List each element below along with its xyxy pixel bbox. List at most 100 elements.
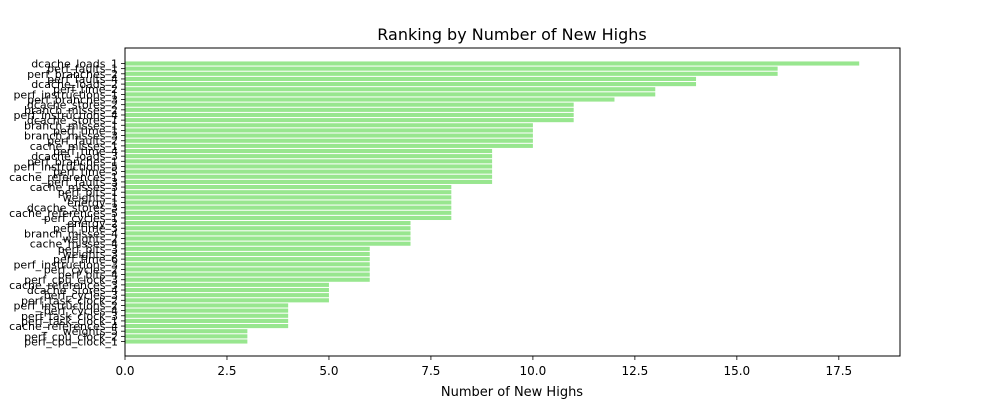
- bar-perf-time-3: [125, 226, 411, 231]
- bar-perf-faults-1: [125, 66, 778, 71]
- y-tick-label: perf_cycles_1: [44, 212, 118, 225]
- y-tick-label: perf_bits_1: [58, 186, 118, 199]
- bar-perf-cpu-clock-3: [125, 277, 370, 282]
- bar-dcache-stores-3: [125, 205, 452, 210]
- bar-perf-bits-4: [125, 272, 370, 277]
- bar-perf-time-6: [125, 257, 370, 262]
- bar-perf-time-2: [125, 87, 656, 92]
- bar-perf-time-1: [125, 128, 533, 133]
- bar-perf-branches-1: [125, 159, 493, 164]
- chart-title: Ranking by Number of New Highs: [377, 25, 646, 44]
- bar-perf-instructions-2: [125, 303, 289, 308]
- y-tick-label: perf_cycles_4: [44, 305, 118, 318]
- y-tick-label: cache_references_1: [9, 171, 118, 184]
- y-tick-label: dcache_loads_2: [31, 78, 118, 91]
- y-tick-label: dcache_stores_4: [27, 284, 118, 297]
- y-ticks-group: dcache_loads_1perf_faults_1perf_branches…: [9, 58, 125, 349]
- bar-branch-misses-1: [125, 123, 533, 128]
- bar-energy-1: [125, 200, 452, 205]
- bar-perf-cycles-1: [125, 215, 452, 221]
- bar-perf-faults-2: [125, 138, 533, 143]
- y-tick-label: branch_misses_4: [24, 227, 118, 240]
- x-tick-label: 10.0: [520, 364, 547, 378]
- y-tick-label: cache_references_3: [9, 279, 118, 292]
- bars-group: [125, 61, 860, 344]
- y-tick-label: branch_misses_3: [24, 130, 118, 143]
- y-tick-label: perf_faults_3: [47, 176, 118, 189]
- bar-dcache-loads-3: [125, 154, 493, 159]
- bar-cache-references-3: [125, 282, 329, 287]
- bar-dcache-stores-1: [125, 118, 574, 123]
- x-tick-label: 2.5: [217, 364, 236, 378]
- bar-perf-cpu-clock-2: [125, 334, 248, 339]
- bar-perf-task-clock-1: [125, 318, 289, 323]
- y-tick-label: weights_3: [63, 248, 118, 261]
- plot-frame: [124, 47, 901, 357]
- y-tick-label: perf_time_3: [53, 222, 118, 235]
- y-tick-label: cache_misses_3: [30, 181, 118, 194]
- y-tick-label: perf_instructions_1: [13, 88, 118, 101]
- bar-perf-instructions-4: [125, 112, 574, 118]
- y-tick-label: perf_time_5: [53, 166, 118, 179]
- y-tick-label: dcache_loads_1: [31, 58, 118, 71]
- bar-cache-references-5: [125, 210, 452, 215]
- y-tick-label: perf_branches_2: [27, 68, 118, 81]
- y-tick-label: branch_misses_2: [24, 104, 118, 117]
- bar-perf-faults-4: [125, 76, 697, 82]
- bar-perf-cycles-4: [125, 308, 289, 313]
- y-tick-label: cache_misses_1: [30, 140, 118, 153]
- y-tick-label: perf_bits_4: [58, 269, 118, 282]
- bar-perf-instructions-3: [125, 262, 370, 267]
- bar-energy-2: [125, 221, 411, 226]
- bar-perf-instructions-5: [125, 164, 493, 169]
- bar-perf-branches-3: [125, 97, 615, 102]
- y-tick-label: weights_5: [63, 325, 118, 338]
- y-tick-label: perf_instructions_2: [13, 299, 118, 312]
- x-tick-label: 5.0: [319, 364, 338, 378]
- y-tick-label: weights_1: [63, 191, 118, 204]
- y-tick-label: perf_task_clock_3: [21, 310, 118, 323]
- y-tick-label: perf_cpu_clock_3: [24, 274, 118, 287]
- y-tick-label: perf_time_1: [53, 124, 118, 137]
- y-tick-label: perf_instructions_3: [13, 258, 118, 271]
- bar-perf-cycles-2: [125, 267, 370, 272]
- bar-dcache-loads-2: [125, 82, 697, 87]
- bar-cache-misses-3: [125, 184, 452, 190]
- y-tick-label: perf_instructions_4: [13, 109, 118, 122]
- bar-weights-1: [125, 195, 452, 200]
- y-tick-label: perf_faults_1: [47, 63, 118, 76]
- y-tick-label: cache_misses_4: [30, 238, 118, 251]
- y-tick-label: dcache_stores_1: [27, 114, 118, 127]
- bar-cache-references-4: [125, 323, 289, 329]
- bar-weights-2: [125, 236, 411, 241]
- y-tick-label: dcache_stores_3: [27, 202, 118, 215]
- x-tick-label: 7.5: [421, 364, 440, 378]
- bar-dcache-stores-2: [125, 102, 574, 107]
- y-tick-label: perf_branches_1: [27, 155, 118, 168]
- bar-perf-branches-2: [125, 71, 778, 76]
- y-tick-label: energy_2: [67, 217, 118, 230]
- y-tick-label: perf_bits_3: [58, 243, 118, 256]
- bar-cache-references-1: [125, 174, 493, 179]
- bar-cache-misses-4: [125, 241, 411, 246]
- y-tick-label: branch_misses_1: [24, 119, 118, 132]
- y-tick-label: dcache_loads_3: [31, 150, 118, 163]
- bar-perf-time-4: [125, 148, 493, 154]
- x-tick-label: 0.0: [115, 364, 134, 378]
- bar-perf-cycles-3: [125, 293, 329, 298]
- y-tick-label: perf_instructions_5: [13, 160, 118, 173]
- y-tick-label: cache_references_4: [9, 320, 118, 333]
- bar-branch-misses-4: [125, 231, 411, 236]
- x-tick-label: 17.5: [825, 364, 852, 378]
- bar-weights-3: [125, 251, 370, 257]
- bar-branch-misses-3: [125, 133, 533, 138]
- y-tick-label: weights_2: [63, 233, 118, 246]
- bar-cache-misses-1: [125, 143, 533, 148]
- y-tick-label: perf_faults_2: [47, 135, 118, 148]
- bar-perf-time-5: [125, 169, 493, 174]
- y-tick-label: energy_1: [67, 197, 118, 210]
- y-tick-label: perf_task_clock_2: [21, 294, 118, 307]
- bar-weights-5: [125, 329, 248, 334]
- x-axis-label: Number of New Highs: [441, 385, 583, 400]
